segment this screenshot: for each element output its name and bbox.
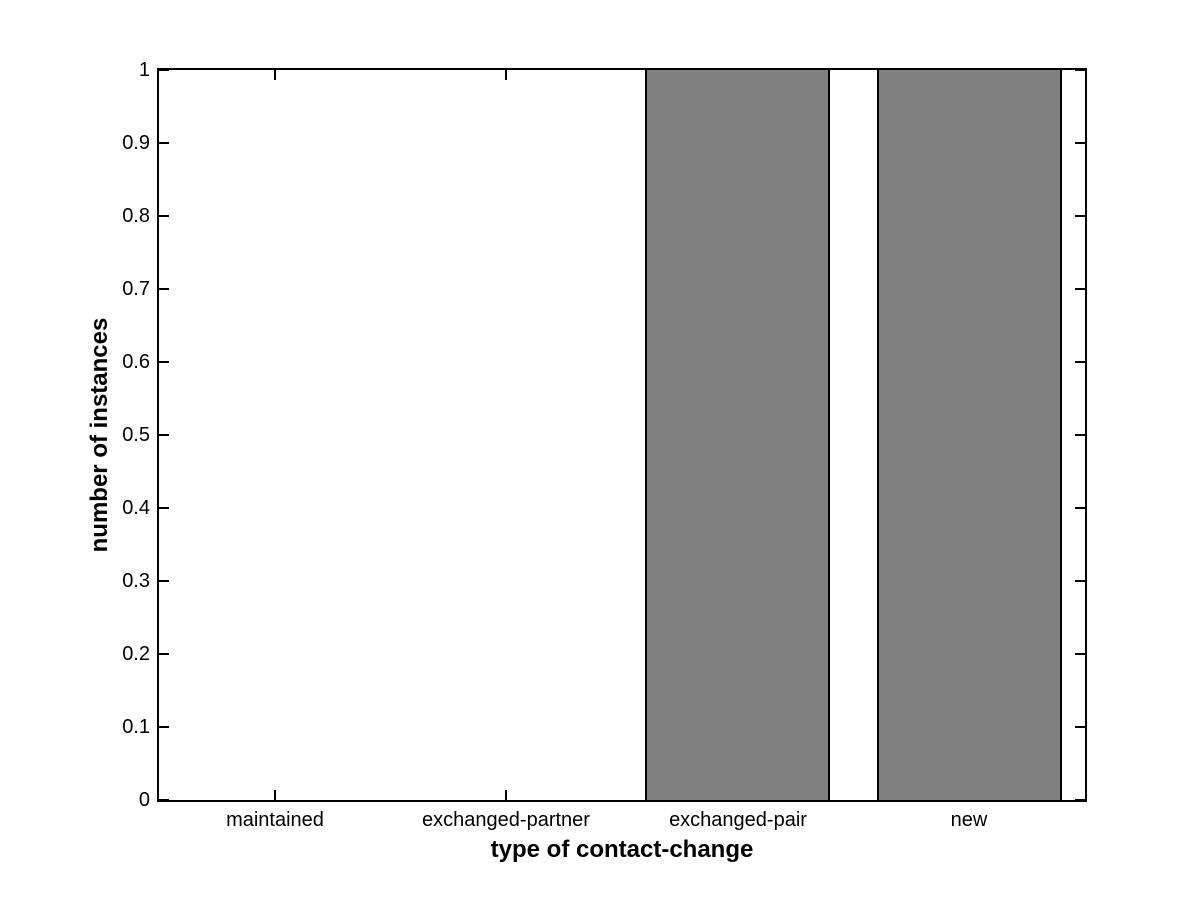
x-tick-bottom [505,790,507,800]
x-tick-label: new [950,809,988,831]
y-tick-left [159,215,169,217]
y-tick-left [159,69,169,71]
y-tick-label: 0.5 [122,424,150,446]
y-tick-right [1075,580,1085,582]
bar-new [877,70,1062,800]
y-tick-left [159,799,169,801]
bar-exchanged-pair [645,70,830,800]
y-tick-left [159,361,169,363]
y-tick-label: 0.2 [122,643,150,665]
y-tick-left [159,653,169,655]
y-tick-left [159,507,169,509]
x-axis-title: type of contact-change [490,836,754,863]
x-tick-label: maintained [226,809,324,831]
y-tick-left [159,726,169,728]
y-tick-left [159,288,169,290]
y-tick-right [1075,434,1085,436]
x-tick-bottom [274,790,276,800]
y-tick-label: 0.1 [122,716,150,738]
x-tick-top [274,70,276,80]
y-tick-right [1075,142,1085,144]
x-tick-top [505,70,507,80]
y-tick-label: 0 [138,789,150,811]
y-tick-label: 0.9 [122,132,150,154]
y-tick-label: 0.4 [122,497,150,519]
y-tick-right [1075,361,1085,363]
plot-area [157,68,1087,802]
y-tick-right [1075,799,1085,801]
y-tick-label: 0.7 [122,278,150,300]
x-tick-label: exchanged-partner [422,809,590,831]
y-tick-label: 1 [138,59,150,81]
y-tick-label: 0.6 [122,351,150,373]
y-tick-right [1075,726,1085,728]
y-tick-right [1075,653,1085,655]
y-tick-left [159,142,169,144]
y-tick-right [1075,215,1085,217]
y-tick-right [1075,69,1085,71]
y-tick-right [1075,507,1085,509]
y-tick-right [1075,288,1085,290]
y-tick-label: 0.8 [122,205,150,227]
x-tick-label: exchanged-pair [669,809,807,831]
y-tick-label: 0.3 [122,570,150,592]
y-tick-left [159,434,169,436]
plot-inner [159,69,1085,801]
y-tick-left [159,580,169,582]
